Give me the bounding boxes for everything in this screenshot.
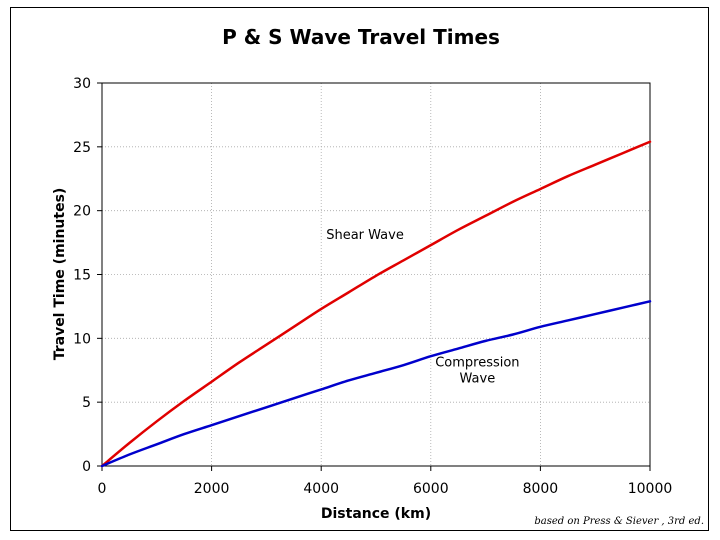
credit-note: based on Press & Siever , 3rd ed.: [534, 516, 704, 527]
x-tick-label: 4000: [303, 481, 339, 497]
y-tick-label: 0: [82, 459, 91, 475]
y-tick-label: 15: [73, 268, 91, 284]
annotation-line: Wave: [460, 371, 496, 386]
annotation-label: Compression Wave: [435, 355, 519, 386]
shear-wave-series-line: [100, 140, 652, 468]
y-tick-label: 10: [73, 331, 91, 347]
annotations: Shear Wave Compression Wave: [326, 228, 519, 387]
series-lines: [100, 140, 652, 468]
x-tick-label: 0: [98, 481, 107, 497]
annotation-label: Shear Wave: [326, 228, 404, 243]
x-axis-label: Distance (km): [321, 506, 431, 522]
chart-title: P & S Wave Travel Times: [222, 25, 500, 49]
x-tick-label: 2000: [194, 481, 230, 497]
compression-wave-series-line: [100, 300, 652, 468]
x-tick-label: 8000: [523, 481, 559, 497]
y-tick-labels: 0 5 10 15 20 25 30: [73, 76, 91, 475]
y-tick-label: 30: [73, 76, 91, 92]
annotation-line: Shear Wave: [326, 228, 404, 243]
y-tick-label: 20: [73, 204, 91, 220]
tick-marks: [97, 82, 651, 471]
y-tick-label: 5: [82, 395, 91, 411]
y-axis-label: Travel Time (minutes): [52, 188, 68, 361]
x-tick-labels: 0 2000 4000 6000 8000 10000: [98, 481, 673, 497]
y-tick-label: 25: [73, 140, 91, 156]
x-tick-label: 10000: [628, 481, 673, 497]
x-tick-label: 6000: [413, 481, 449, 497]
grid-lines: [102, 83, 650, 466]
chart-frame: [10, 7, 709, 531]
annotation-line: Compression: [435, 355, 519, 370]
